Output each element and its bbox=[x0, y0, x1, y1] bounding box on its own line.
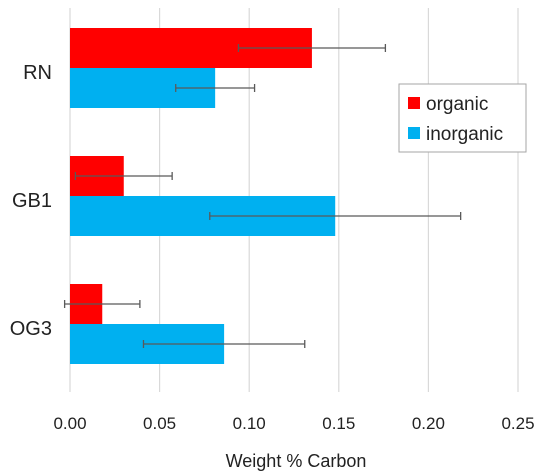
bars bbox=[70, 28, 336, 364]
x-tick-label-0-05: 0.05 bbox=[143, 414, 176, 433]
legend-label-organic: organic bbox=[426, 94, 488, 115]
y-tick-label-gb1: GB1 bbox=[12, 190, 52, 212]
legend: organic inorganic bbox=[398, 83, 527, 153]
y-tick-label-og3: OG3 bbox=[10, 318, 52, 340]
error-bar-gb1-inorganic bbox=[209, 212, 462, 220]
error-bars bbox=[63, 44, 462, 348]
x-axis-label: Weight % Carbon bbox=[226, 451, 367, 471]
x-tick-labels: 0.00 0.05 0.10 0.15 0.20 0.25 bbox=[53, 414, 534, 433]
legend-swatch-organic bbox=[408, 97, 420, 109]
x-tick-label-0-00: 0.00 bbox=[53, 414, 86, 433]
x-tick-label-0-25: 0.25 bbox=[501, 414, 534, 433]
x-tick-label-0-20: 0.20 bbox=[412, 414, 445, 433]
error-bar-rn-organic bbox=[237, 44, 387, 52]
x-tick-label-0-10: 0.10 bbox=[233, 414, 266, 433]
legend-swatch-inorganic bbox=[408, 127, 420, 139]
error-bar-og3-organic bbox=[63, 300, 141, 308]
error-bar-gb1-organic bbox=[74, 172, 173, 180]
y-tick-label-rn: RN bbox=[23, 62, 52, 84]
legend-box bbox=[398, 83, 527, 153]
error-bar-og3-inorganic bbox=[142, 340, 306, 348]
legend-label-inorganic: inorganic bbox=[426, 124, 503, 145]
x-tick-label-0-15: 0.15 bbox=[322, 414, 355, 433]
y-tick-labels: RN GB1 OG3 bbox=[10, 62, 52, 340]
error-bar-rn-inorganic bbox=[175, 84, 256, 92]
